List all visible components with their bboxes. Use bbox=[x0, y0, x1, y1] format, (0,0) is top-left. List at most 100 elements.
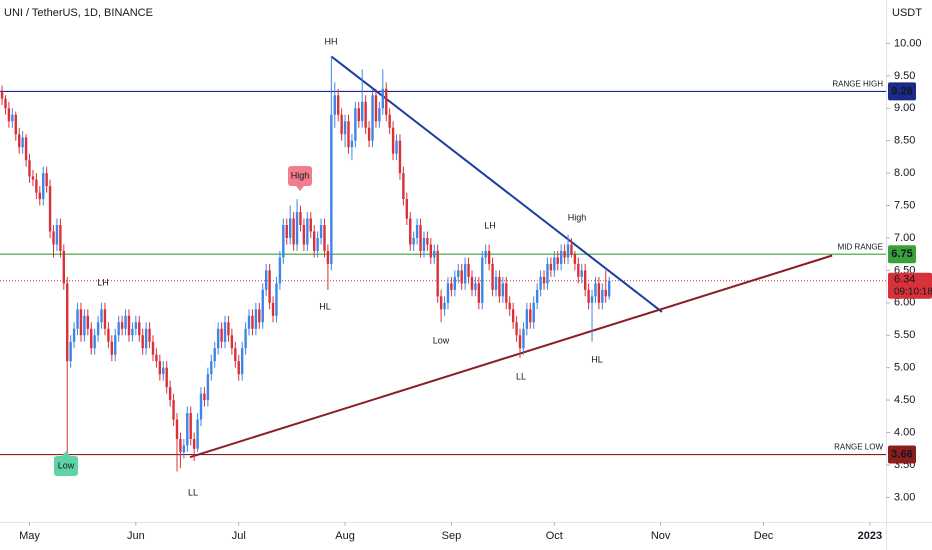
candle-body bbox=[69, 341, 72, 362]
candle-body bbox=[302, 225, 306, 245]
candle-body bbox=[477, 283, 481, 303]
candle-body bbox=[607, 280, 611, 297]
candle-body bbox=[158, 361, 162, 375]
x-tick-label: Aug bbox=[335, 530, 355, 542]
candle-body bbox=[505, 283, 508, 303]
candle-body bbox=[251, 315, 254, 329]
candle-body bbox=[72, 328, 76, 342]
candle-body bbox=[333, 95, 336, 115]
candle-body bbox=[244, 328, 247, 349]
currency: USDT bbox=[892, 7, 922, 19]
candle-body bbox=[402, 173, 405, 200]
candle-body bbox=[261, 289, 264, 323]
candle-body bbox=[175, 419, 179, 439]
candle-body bbox=[481, 257, 484, 303]
candle-body bbox=[21, 137, 24, 148]
candle-body bbox=[371, 95, 374, 141]
candle-body bbox=[487, 250, 491, 264]
candle-body bbox=[264, 270, 268, 290]
candle-body bbox=[254, 309, 258, 329]
candle-body bbox=[24, 137, 28, 161]
candle-body bbox=[573, 254, 577, 264]
candle-body bbox=[35, 179, 38, 193]
candle-body bbox=[467, 263, 470, 277]
candle-body bbox=[206, 374, 210, 401]
candle-body bbox=[532, 302, 535, 323]
annotation-text: HH bbox=[325, 36, 338, 46]
last-price-label: 6.34 bbox=[894, 274, 915, 286]
annotation-text: LH bbox=[97, 277, 109, 287]
candle-body bbox=[587, 289, 590, 303]
candle-body bbox=[131, 328, 134, 336]
candle-body bbox=[45, 173, 48, 187]
candle-body bbox=[124, 315, 127, 329]
candle-body bbox=[275, 283, 278, 316]
candle-body bbox=[354, 108, 357, 141]
candle-body bbox=[422, 237, 426, 251]
candle-body bbox=[563, 250, 566, 258]
candle-body bbox=[216, 328, 220, 349]
y-tick-label: 4.50 bbox=[894, 394, 915, 406]
candle-body bbox=[268, 270, 271, 303]
candle-body bbox=[511, 309, 515, 323]
annotation-badge bbox=[54, 456, 78, 476]
candle-body bbox=[4, 98, 7, 109]
candle-body bbox=[529, 309, 532, 323]
candle-body bbox=[549, 263, 553, 271]
candle-body bbox=[347, 121, 350, 148]
candle-body bbox=[210, 361, 213, 375]
candle-body bbox=[515, 322, 518, 336]
y-tick-label: 10.00 bbox=[894, 37, 922, 49]
candle-body bbox=[409, 218, 412, 245]
candle-body bbox=[604, 289, 607, 297]
candle-body bbox=[597, 283, 601, 303]
candle-body bbox=[66, 283, 69, 362]
candle-body bbox=[134, 322, 138, 329]
last-price-badge bbox=[888, 272, 932, 299]
candle-body bbox=[433, 250, 436, 258]
candle-body bbox=[28, 160, 31, 177]
candle-body bbox=[484, 250, 487, 258]
candle-body bbox=[337, 95, 340, 115]
candle-body bbox=[120, 322, 124, 329]
candle-body bbox=[343, 121, 347, 135]
candle-body bbox=[86, 315, 90, 329]
candle-body bbox=[385, 88, 388, 115]
level-badge-label: 6.75 bbox=[891, 248, 912, 260]
candle-body bbox=[90, 328, 93, 349]
candle-body bbox=[288, 218, 292, 238]
candle-body bbox=[299, 212, 302, 226]
x-tick-label: Dec bbox=[754, 530, 774, 542]
candle-body bbox=[601, 289, 604, 303]
candle-body bbox=[271, 302, 275, 316]
candle-body bbox=[426, 237, 429, 245]
candle-body bbox=[168, 387, 172, 401]
candle-body bbox=[278, 257, 282, 284]
candle-body bbox=[7, 108, 11, 122]
candle-body bbox=[240, 348, 244, 375]
candle-body bbox=[405, 199, 409, 219]
candle-body bbox=[230, 335, 234, 349]
candle-body bbox=[518, 335, 522, 349]
x-tick-label: 2023 bbox=[858, 530, 882, 542]
candle-body bbox=[55, 225, 59, 245]
candle-body bbox=[319, 225, 323, 238]
candle-body bbox=[330, 114, 333, 264]
candle-body bbox=[227, 322, 230, 336]
y-tick-label: 3.00 bbox=[894, 491, 915, 503]
candle-body bbox=[192, 438, 196, 449]
y-tick-label: 8.00 bbox=[894, 167, 915, 179]
annotation-text: High bbox=[291, 170, 310, 180]
annotation-pointer bbox=[62, 451, 70, 456]
y-tick-label: 7.00 bbox=[894, 232, 915, 244]
candle-body bbox=[107, 328, 110, 342]
candle-body bbox=[11, 114, 14, 122]
candle-body bbox=[162, 367, 165, 375]
candle-body bbox=[429, 244, 433, 258]
candle-body bbox=[59, 225, 62, 251]
candle-body bbox=[498, 276, 501, 297]
countdown: 09:10:18 bbox=[894, 286, 932, 297]
x-tick-label: Jun bbox=[127, 530, 145, 542]
candle-body bbox=[590, 296, 594, 303]
level-name: MID RANGE bbox=[838, 242, 883, 251]
